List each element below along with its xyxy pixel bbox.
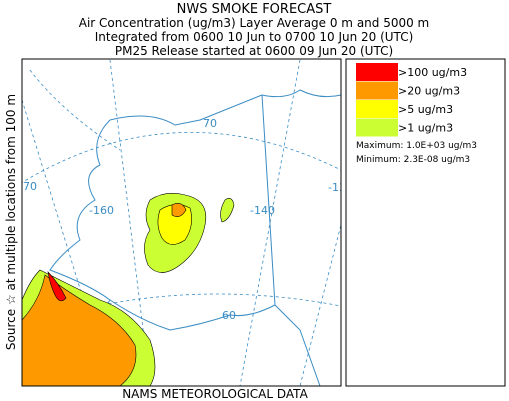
legend-swatch xyxy=(356,63,398,81)
legend-label: >20 ug/m3 xyxy=(398,85,460,98)
smoke xyxy=(22,193,235,386)
map-frame xyxy=(21,58,342,387)
legend-label: >100 ug/m3 xyxy=(398,66,467,79)
legend-maximum: Maximum: 1.0E+03 ug/m3 xyxy=(356,141,477,151)
map: -170 -160 -140 -130 70 60 xyxy=(12,59,353,386)
subtitle: Integrated from 0600 10 Jun to 0700 10 J… xyxy=(95,30,414,44)
subtitle: Air Concentration (ug/m3) Layer Average … xyxy=(79,16,430,30)
title: NWS SMOKE FORECAST xyxy=(177,2,332,17)
legend-label: >5 ug/m3 xyxy=(398,103,453,116)
subtitle: PM25 Release started at 0600 09 Jun 20 (… xyxy=(115,44,393,58)
map-label: -140 xyxy=(250,204,275,217)
graticule xyxy=(22,59,341,386)
legend-swatch xyxy=(356,81,398,100)
legend: >100 ug/m3 >20 ug/m3 >5 ug/m3 >1 ug/m3 xyxy=(356,63,467,137)
legend-minimum: Minimum: 2.3E-08 ug/m3 xyxy=(356,155,470,165)
map-label: -130 xyxy=(328,181,353,194)
side-label: Source ☆ at multiple locations from 100 … xyxy=(4,94,18,350)
map-label: 60 xyxy=(222,309,236,322)
map-label: -160 xyxy=(89,204,114,217)
legend-swatch xyxy=(356,118,398,137)
legend-frame xyxy=(345,58,506,387)
legend-swatch xyxy=(356,100,398,118)
map-label: -170 xyxy=(12,180,37,193)
map-label: 70 xyxy=(203,117,217,130)
footer: NAMS METEOROLOGICAL DATA xyxy=(122,387,308,401)
legend-label: >1 ug/m3 xyxy=(398,122,453,135)
